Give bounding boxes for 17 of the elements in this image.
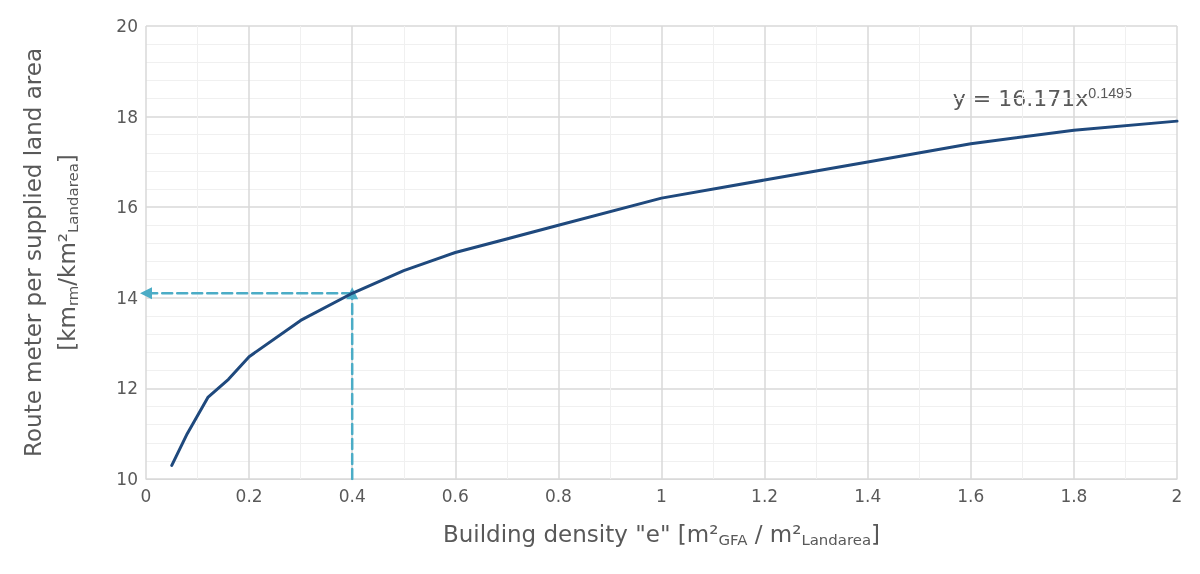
x-tick-label: 0.8 — [544, 485, 572, 506]
x-tick-label: 1 — [656, 485, 667, 506]
x-tick-label: 2 — [1171, 485, 1183, 506]
x-tick-label: 0.4 — [338, 485, 366, 506]
y-tick-label: 10 — [116, 469, 138, 489]
x-tick-label: 0 — [140, 485, 152, 506]
x-tick-label: 0.6 — [441, 485, 469, 506]
x-tick-label: 1.6 — [957, 485, 985, 506]
y-tick-label: 20 — [116, 16, 138, 36]
x-tick-label: 0.2 — [235, 485, 263, 506]
y-tick-label: 12 — [116, 378, 138, 399]
x-tick-label: 1.2 — [751, 485, 779, 506]
y-tick-label: 16 — [116, 197, 138, 218]
y-tick-label: 18 — [116, 106, 138, 127]
x-tick-label: 1.4 — [854, 485, 882, 506]
y-tick-label: 14 — [116, 287, 138, 308]
x-tick-label: 1.8 — [1060, 485, 1088, 506]
